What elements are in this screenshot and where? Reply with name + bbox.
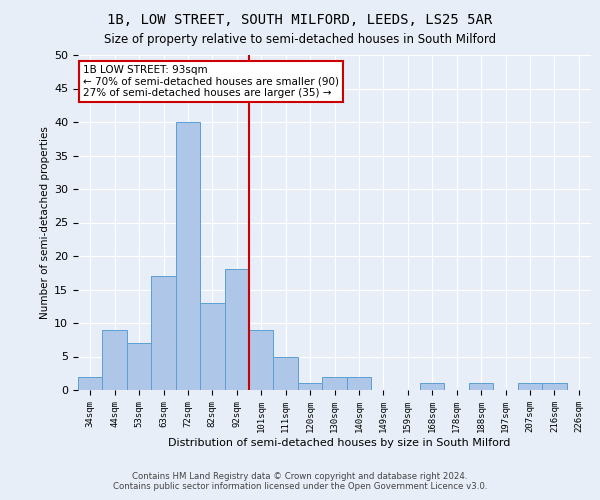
Bar <box>176 122 200 390</box>
Bar <box>224 270 249 390</box>
Text: Size of property relative to semi-detached houses in South Milford: Size of property relative to semi-detach… <box>104 32 496 46</box>
Bar <box>298 384 322 390</box>
Bar <box>151 276 176 390</box>
Bar <box>542 384 566 390</box>
Text: Contains public sector information licensed under the Open Government Licence v3: Contains public sector information licen… <box>113 482 487 491</box>
Bar <box>469 384 493 390</box>
Bar <box>322 376 347 390</box>
Text: 1B LOW STREET: 93sqm
← 70% of semi-detached houses are smaller (90)
27% of semi-: 1B LOW STREET: 93sqm ← 70% of semi-detac… <box>83 65 339 98</box>
Bar <box>518 384 542 390</box>
Bar <box>249 330 274 390</box>
Bar <box>200 303 224 390</box>
Bar <box>420 384 445 390</box>
Y-axis label: Number of semi-detached properties: Number of semi-detached properties <box>40 126 50 319</box>
Text: 1B, LOW STREET, SOUTH MILFORD, LEEDS, LS25 5AR: 1B, LOW STREET, SOUTH MILFORD, LEEDS, LS… <box>107 12 493 26</box>
Bar <box>127 343 151 390</box>
Text: Distribution of semi-detached houses by size in South Milford: Distribution of semi-detached houses by … <box>168 438 510 448</box>
Bar <box>347 376 371 390</box>
Text: Contains HM Land Registry data © Crown copyright and database right 2024.: Contains HM Land Registry data © Crown c… <box>132 472 468 481</box>
Bar <box>78 376 103 390</box>
Bar <box>274 356 298 390</box>
Bar <box>103 330 127 390</box>
